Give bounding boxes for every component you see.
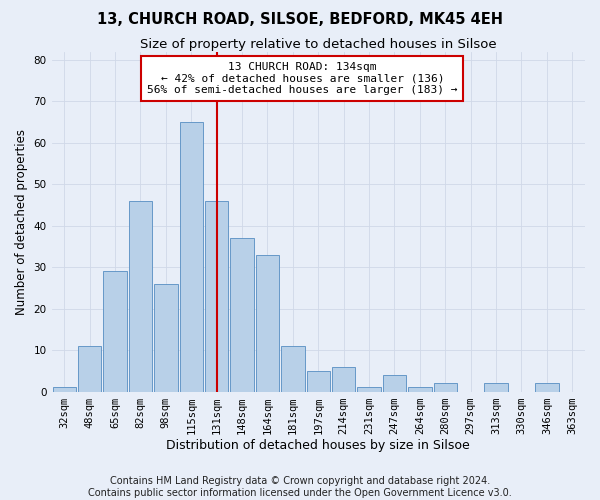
Bar <box>78 346 101 392</box>
Bar <box>205 201 229 392</box>
Bar <box>281 346 305 392</box>
Bar <box>332 366 355 392</box>
Bar <box>358 388 381 392</box>
Bar <box>179 122 203 392</box>
Bar <box>484 384 508 392</box>
Text: 13, CHURCH ROAD, SILSOE, BEDFORD, MK45 4EH: 13, CHURCH ROAD, SILSOE, BEDFORD, MK45 4… <box>97 12 503 28</box>
Bar <box>408 388 431 392</box>
Bar <box>383 375 406 392</box>
Bar <box>230 238 254 392</box>
Bar <box>103 272 127 392</box>
Text: 13 CHURCH ROAD: 134sqm
← 42% of detached houses are smaller (136)
56% of semi-de: 13 CHURCH ROAD: 134sqm ← 42% of detached… <box>147 62 458 95</box>
Y-axis label: Number of detached properties: Number of detached properties <box>15 128 28 314</box>
Bar <box>129 201 152 392</box>
Title: Size of property relative to detached houses in Silsoe: Size of property relative to detached ho… <box>140 38 497 51</box>
Bar <box>154 284 178 392</box>
Bar <box>53 388 76 392</box>
Bar <box>256 255 279 392</box>
Bar <box>434 384 457 392</box>
Bar <box>535 384 559 392</box>
Bar <box>307 371 330 392</box>
X-axis label: Distribution of detached houses by size in Silsoe: Distribution of detached houses by size … <box>166 440 470 452</box>
Text: Contains HM Land Registry data © Crown copyright and database right 2024.
Contai: Contains HM Land Registry data © Crown c… <box>88 476 512 498</box>
